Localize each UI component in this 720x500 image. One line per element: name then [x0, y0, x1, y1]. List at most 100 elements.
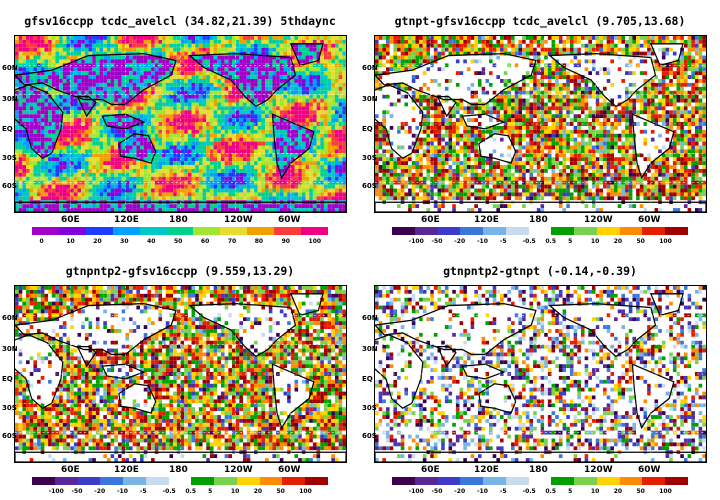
colorbar-swatch: [460, 477, 484, 485]
lon-label-120e: 120E: [474, 215, 499, 225]
colorbar-swatch: [54, 477, 78, 485]
colorbar: [32, 227, 328, 235]
colorbar-tick-label: -0.5: [162, 488, 176, 495]
colorbar-swatch: [282, 477, 306, 485]
colorbar-tick-label: 50: [174, 238, 183, 245]
colorbar-tick-label: 10: [66, 238, 75, 245]
colorbar-swatch: [123, 477, 146, 485]
colorbar-swatch: [236, 477, 260, 485]
lat-label-30s: 30S: [2, 404, 17, 412]
colorbar-swatch: [619, 477, 643, 485]
colorbar-tick-label: -10: [477, 238, 488, 245]
colorbar-tick-label: 0: [39, 238, 44, 245]
colorbar-tick-label: 0.5: [185, 488, 197, 495]
panel-title: gtnpt-gfsv16ccpp tcdc_avelcl (9.705,13.6…: [394, 14, 686, 28]
lon-label-60w: 60W: [638, 215, 661, 225]
lat-label-eq: EQ: [2, 375, 13, 383]
lon-label-60e: 60E: [421, 215, 440, 225]
colorbar-swatch: [166, 227, 194, 235]
colorbar-tick-label: -50: [71, 488, 83, 495]
colorbar-tick-label: 5: [568, 238, 573, 245]
colorbar-tick-label: -50: [431, 488, 443, 495]
colorbar-tick-label: 0.5: [545, 238, 557, 245]
colorbar: [32, 477, 328, 485]
colorbar-swatch: [85, 227, 113, 235]
lon-label-120w: 120W: [224, 215, 253, 225]
colorbar-swatch: [220, 227, 248, 235]
lon-label-120e: 120E: [114, 215, 139, 225]
colorbar-swatch: [214, 477, 237, 485]
colorbar-swatch: [32, 227, 59, 235]
colorbar-tick-label: -20: [454, 488, 466, 495]
map-canvas: [375, 286, 706, 462]
colorbar-tick-label: 20: [253, 488, 263, 495]
colorbar-tick-label: -100: [408, 238, 424, 245]
lon-label-60e: 60E: [421, 465, 440, 475]
panel-title: gfsv16ccpp tcdc_avelcl (34.82,21.39) 5th…: [24, 14, 336, 28]
map-plot: [374, 285, 707, 463]
colorbar-swatch: [259, 477, 283, 485]
map-plot: [14, 35, 347, 213]
colorbar-swatch: [145, 477, 169, 485]
colorbar-tick-label: 100: [659, 488, 672, 495]
panel-title: gtnpntp2-gtnpt (-0.14,-0.39): [443, 264, 637, 278]
lat-label-60s: 60S: [2, 182, 17, 190]
colorbar-swatch: [551, 477, 575, 485]
lat-label-eq: EQ: [362, 375, 373, 383]
colorbar-swatch: [528, 227, 552, 235]
lat-label-60n: 60N: [362, 64, 378, 72]
map-panel-gfsv16ccpp: gfsv16ccpp tcdc_avelcl (34.82,21.39) 5th…: [0, 0, 360, 250]
colorbar-swatch: [483, 477, 506, 485]
colorbar-swatch: [596, 227, 620, 235]
colorbar-swatch: [112, 227, 140, 235]
colorbar-swatch: [505, 477, 529, 485]
colorbar-swatch: [437, 477, 461, 485]
colorbar-tick-label: 30: [120, 238, 129, 245]
lon-label-60e: 60E: [61, 465, 80, 475]
colorbar-swatch: [301, 227, 328, 235]
colorbar-tick-label: -5: [499, 238, 507, 245]
colorbar-tick-label: 20: [93, 238, 102, 245]
colorbar-swatch: [305, 477, 328, 485]
lat-label-30n: 30N: [362, 95, 378, 103]
colorbar: [392, 227, 688, 235]
colorbar-tick-label: 10: [230, 488, 240, 495]
map-canvas: [375, 36, 706, 212]
colorbar-swatch: [392, 227, 415, 235]
lon-label-60e: 60E: [61, 215, 80, 225]
colorbar-tick-label: 5: [568, 488, 573, 495]
lat-label-60n: 60N: [362, 314, 378, 322]
colorbar-tick-label: -5: [499, 488, 507, 495]
map-canvas: [15, 36, 346, 212]
colorbar-swatch: [58, 227, 86, 235]
lat-label-eq: EQ: [362, 125, 373, 133]
lon-label-180: 180: [529, 465, 548, 475]
colorbar-swatch: [596, 477, 620, 485]
colorbar-tick-label: 50: [636, 488, 645, 495]
lon-label-60w: 60W: [638, 465, 661, 475]
map-panel-gtnpntp2-diff: gtnpntp2-gfsv16ccpp (9.559,13.29) 60N 30…: [0, 250, 360, 500]
colorbar-swatch: [392, 477, 415, 485]
colorbar-swatch: [437, 227, 461, 235]
lat-label-30n: 30N: [2, 95, 18, 103]
lat-label-60s: 60S: [362, 432, 377, 440]
lon-label-60w: 60W: [278, 465, 301, 475]
colorbar-swatch: [414, 227, 438, 235]
map-plot: [374, 35, 707, 213]
colorbar-tick-label: -100: [408, 488, 424, 495]
lon-label-120e: 120E: [474, 465, 499, 475]
lon-label-60w: 60W: [278, 215, 301, 225]
map-canvas: [15, 286, 346, 462]
colorbar-tick-label: 100: [308, 238, 322, 245]
colorbar-swatch: [77, 477, 101, 485]
colorbar-swatch: [100, 477, 124, 485]
lat-label-60s: 60S: [362, 182, 377, 190]
colorbar-tick-label: 20: [613, 488, 623, 495]
colorbar-tick-label: 10: [590, 238, 600, 245]
colorbar-swatch: [642, 227, 666, 235]
colorbar-swatch: [574, 227, 597, 235]
colorbar-tick-label: 10: [590, 488, 600, 495]
colorbar-swatch: [619, 227, 643, 235]
colorbar-tick-label: 0.5: [545, 488, 557, 495]
colorbar-tick-label: 70: [227, 238, 237, 245]
